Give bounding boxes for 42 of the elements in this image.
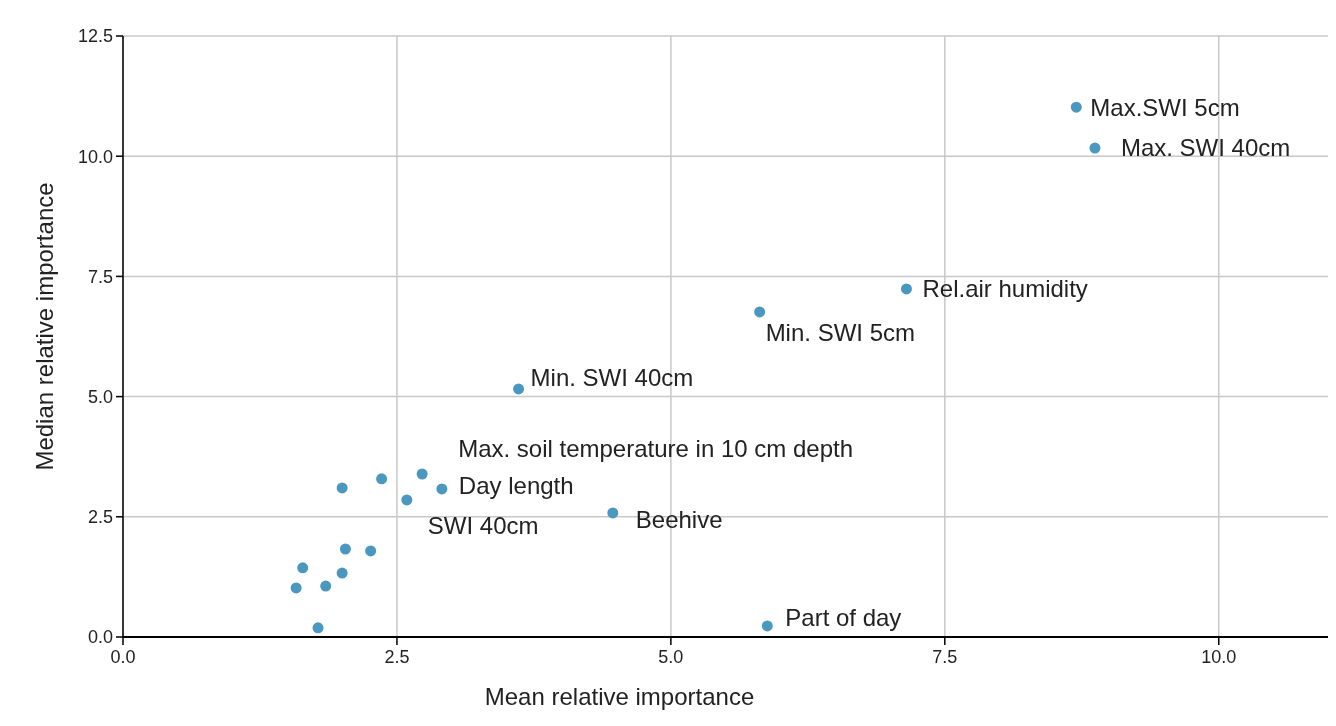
y-tick-label: 2.5 xyxy=(87,507,113,528)
annotation: Max. soil temperature in 10 cm depth xyxy=(458,435,853,463)
point xyxy=(1089,142,1101,154)
y-tick-label: 5.0 xyxy=(87,386,113,407)
annotation: SWI 40cm xyxy=(427,512,539,540)
point xyxy=(761,620,773,632)
point xyxy=(900,283,912,295)
point xyxy=(336,567,348,579)
point xyxy=(339,543,351,555)
x-tick-label: 7.5 xyxy=(932,647,958,667)
x-tick-label: 10.0 xyxy=(1201,647,1237,667)
annotation: Min. SWI 5cm xyxy=(765,319,915,347)
annotation: Min. SWI 40cm xyxy=(530,364,694,392)
point xyxy=(1070,101,1082,113)
point xyxy=(513,383,525,395)
annotation: Rel.air humidity xyxy=(922,275,1088,303)
point xyxy=(436,483,448,495)
point xyxy=(365,545,377,557)
y-tick-label: 0.0 xyxy=(87,627,113,648)
annotation: Max.SWI 5cm xyxy=(1090,93,1240,121)
point xyxy=(376,473,388,485)
x-tick-label: 0.0 xyxy=(110,647,136,667)
point xyxy=(401,494,413,506)
y-axis-title: Median relative importance xyxy=(31,182,58,471)
point xyxy=(336,482,348,494)
point xyxy=(607,507,619,519)
point xyxy=(297,562,309,574)
point xyxy=(416,468,428,480)
annotation: Day length xyxy=(458,472,574,500)
y-tick-label: 7.5 xyxy=(87,266,113,287)
x-tick-label: 2.5 xyxy=(384,647,410,667)
point xyxy=(290,582,302,594)
x-tick-label: 5.0 xyxy=(658,647,684,667)
x-axis-title: Mean relative importance xyxy=(484,683,755,710)
annotation: Max. SWI 40cm xyxy=(1120,134,1291,162)
point xyxy=(312,622,324,634)
annotation: Beehive xyxy=(635,506,723,534)
y-tick-label: 12.5 xyxy=(77,26,113,47)
point xyxy=(320,580,332,592)
annotation: Part of day xyxy=(785,604,902,632)
y-tick-label: 10.0 xyxy=(77,146,113,167)
point xyxy=(754,306,766,318)
